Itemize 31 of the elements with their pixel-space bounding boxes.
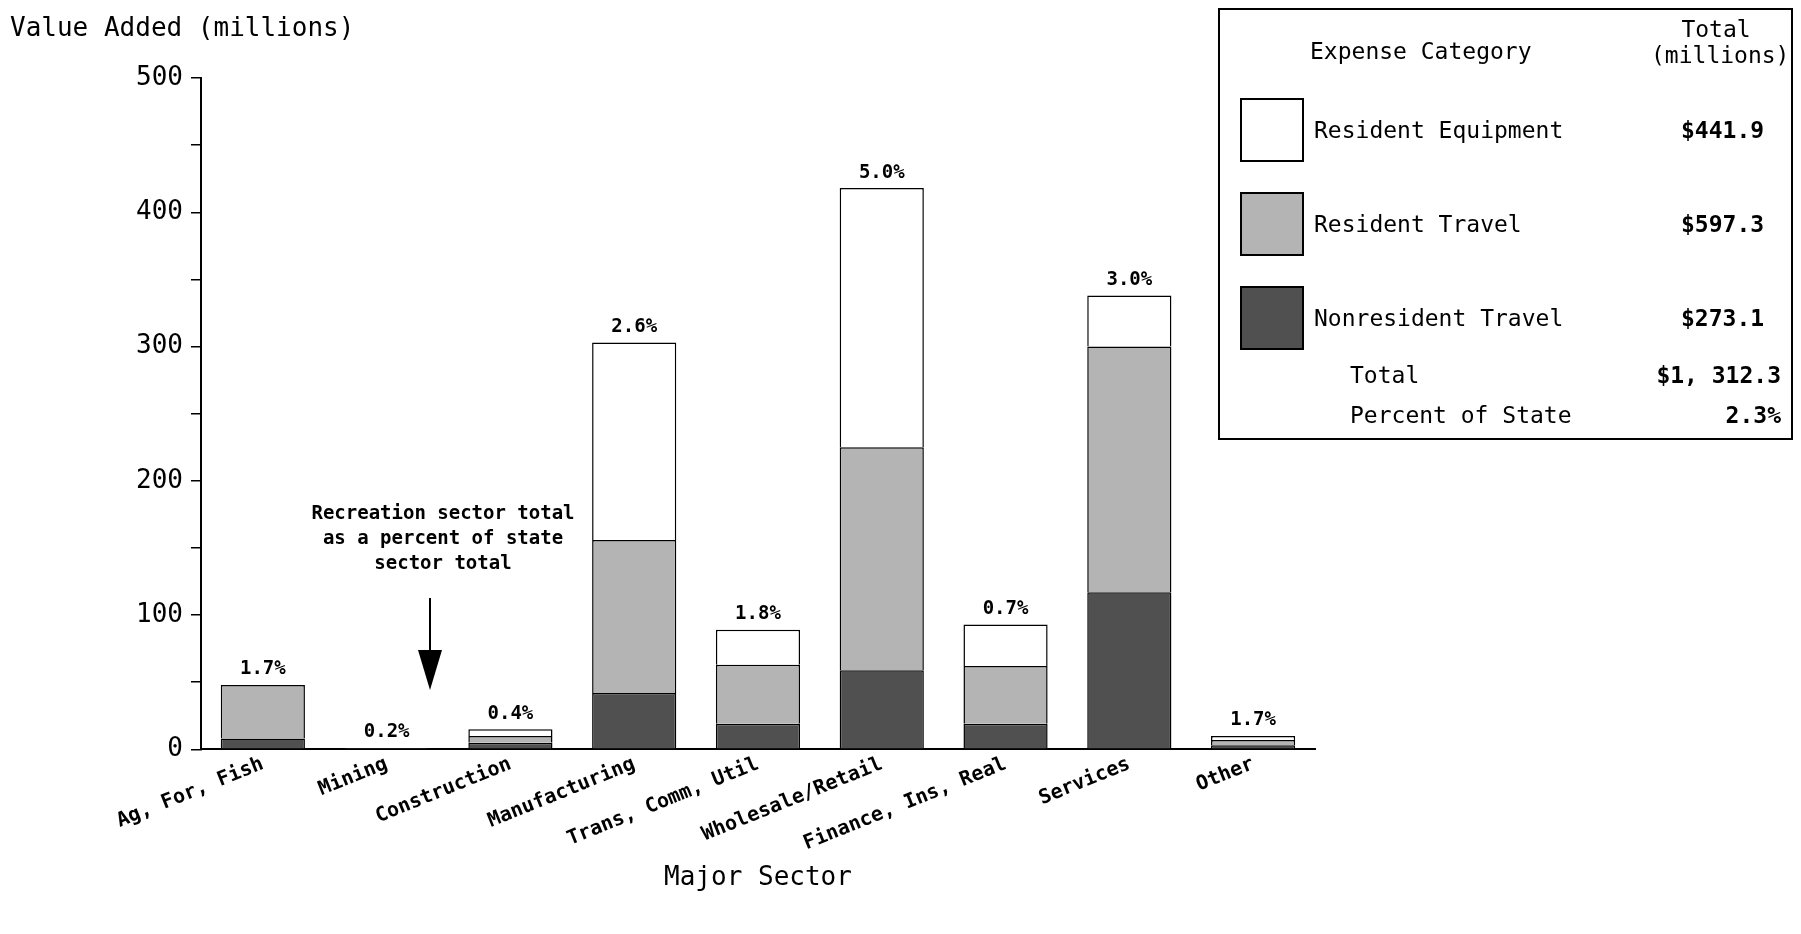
text: Resident Travel: [1314, 211, 1523, 237]
text: $1, 312.3: [1656, 362, 1781, 388]
x-tick-label: Other: [1192, 750, 1257, 796]
text: Percent of State: [1350, 402, 1573, 428]
text: $441.9: [1681, 117, 1766, 143]
annotation: 1.7%: [1230, 707, 1277, 730]
y-tick-label: 300: [135, 329, 183, 360]
x-axis-title: Major Sector: [664, 861, 852, 892]
annotation: 2.6%: [611, 313, 658, 336]
annotation: 3.0%: [1106, 266, 1153, 289]
text: Resident Equipment: [1314, 117, 1565, 143]
y-tick-label: 0: [167, 732, 183, 763]
annotation: 1.8%: [735, 601, 782, 624]
text: 2.3%: [1725, 402, 1781, 428]
text: Total: [1350, 362, 1421, 388]
annotation: 0.4%: [487, 700, 534, 723]
annotation: 0.2%: [363, 719, 411, 742]
text: Total (millions): [1651, 16, 1790, 68]
annotation: 1.7%: [239, 656, 287, 679]
text: Nonresident Travel: [1314, 305, 1565, 331]
annotation: 0.7%: [982, 595, 1029, 618]
y-axis-title: Value Added (millions): [10, 11, 355, 42]
y-tick-label: 200: [135, 463, 183, 494]
y-tick-label: 100: [135, 597, 183, 628]
text: $597.3: [1681, 211, 1766, 237]
y-tick-label: 400: [135, 195, 183, 226]
y-tick-label: 500: [135, 60, 183, 91]
annotation: 5.0%: [858, 159, 906, 182]
legend-title: Expense Category: [1310, 38, 1532, 64]
annotation: Recreation sector total as a percent of state sector total: [310, 500, 576, 575]
text: $273.1: [1681, 305, 1766, 331]
